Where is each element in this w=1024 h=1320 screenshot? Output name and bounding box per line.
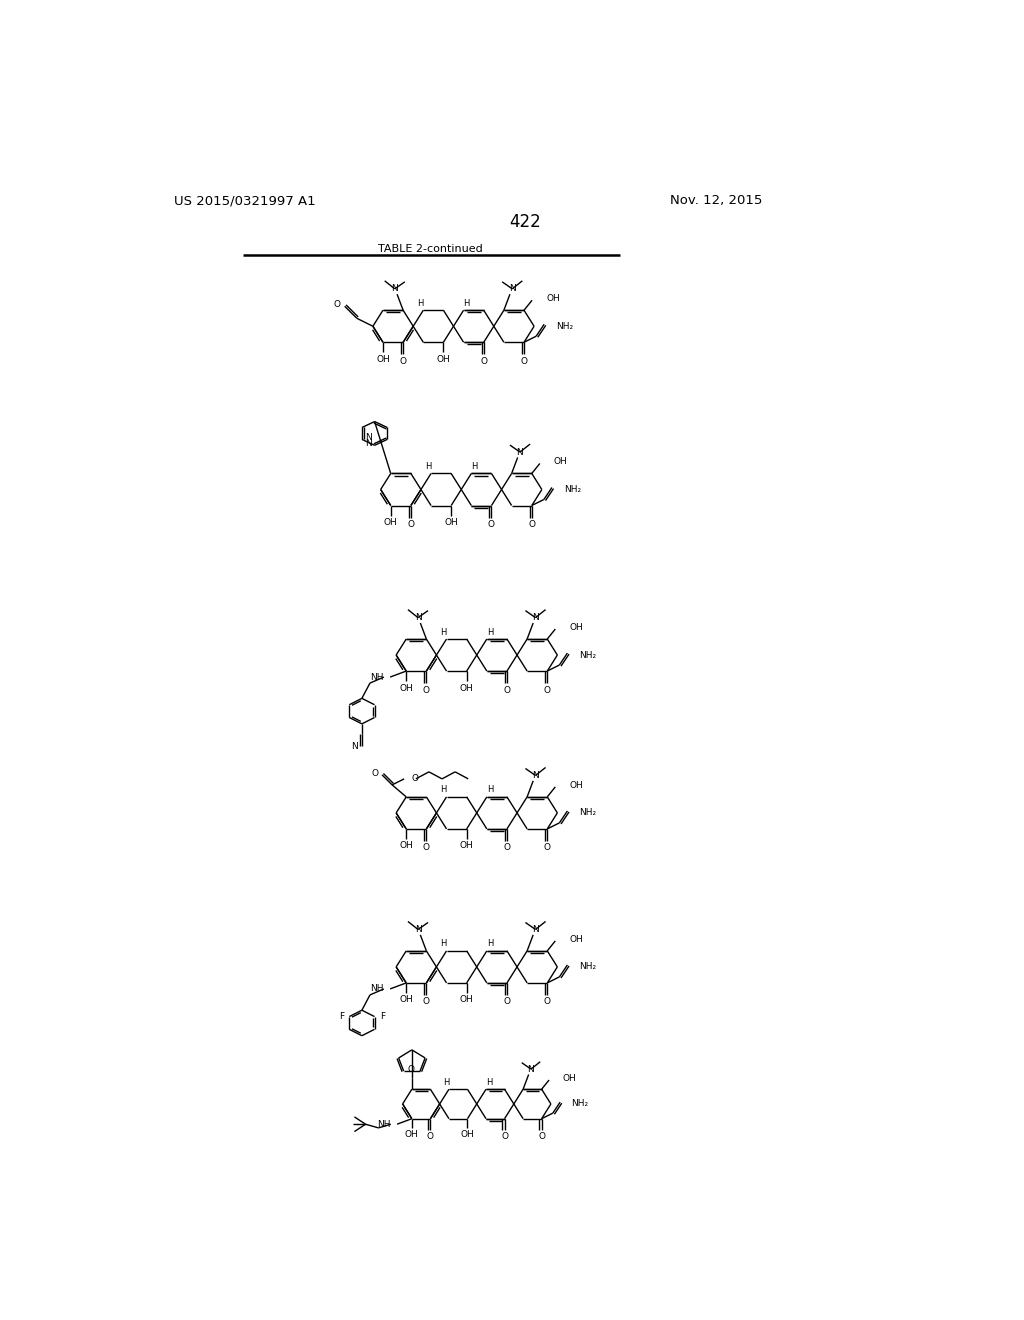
Text: OH: OH — [436, 355, 451, 364]
Text: H: H — [425, 462, 431, 471]
Text: N: N — [391, 284, 398, 293]
Text: H: H — [440, 940, 446, 949]
Text: OH: OH — [384, 517, 397, 527]
Text: O: O — [408, 1065, 414, 1074]
Text: O: O — [412, 775, 418, 783]
Text: H: H — [440, 627, 446, 636]
Text: NH₂: NH₂ — [556, 322, 573, 331]
Text: OH: OH — [554, 458, 567, 466]
Text: O: O — [539, 1133, 545, 1142]
Text: O: O — [528, 520, 536, 529]
Text: OH: OH — [444, 517, 458, 527]
Text: N: N — [351, 742, 358, 751]
Text: O: O — [544, 998, 551, 1006]
Text: O: O — [504, 843, 511, 853]
Text: NH₂: NH₂ — [580, 962, 597, 972]
Text: NH: NH — [377, 1119, 391, 1129]
Text: OH: OH — [399, 995, 413, 1005]
Text: N: N — [532, 612, 539, 622]
Text: OH: OH — [563, 1074, 577, 1082]
Text: O: O — [427, 1133, 434, 1142]
Text: NH₂: NH₂ — [580, 808, 597, 817]
Text: OH: OH — [546, 294, 560, 304]
Text: OH: OH — [461, 1130, 474, 1139]
Text: N: N — [532, 925, 539, 935]
Text: NH₂: NH₂ — [580, 651, 597, 660]
Text: O: O — [399, 356, 407, 366]
Text: NH₂: NH₂ — [571, 1100, 589, 1109]
Text: 422: 422 — [509, 213, 541, 231]
Text: H: H — [486, 627, 494, 636]
Text: N: N — [415, 612, 422, 622]
Text: US 2015/0321997 A1: US 2015/0321997 A1 — [174, 194, 316, 207]
Text: O: O — [480, 356, 487, 366]
Text: N: N — [365, 438, 372, 447]
Text: H: H — [442, 1078, 450, 1086]
Text: O: O — [488, 520, 495, 529]
Text: TABLE 2-continued: TABLE 2-continued — [378, 244, 482, 255]
Text: O: O — [423, 998, 430, 1006]
Text: Nov. 12, 2015: Nov. 12, 2015 — [671, 194, 763, 207]
Text: NH: NH — [371, 673, 384, 681]
Text: O: O — [544, 843, 551, 853]
Text: N: N — [415, 925, 422, 935]
Text: O: O — [423, 843, 430, 853]
Text: OH: OH — [460, 684, 473, 693]
Text: H: H — [440, 785, 446, 795]
Text: OH: OH — [569, 935, 583, 944]
Text: NH: NH — [371, 985, 384, 994]
Text: H: H — [417, 298, 423, 308]
Text: O: O — [334, 300, 340, 309]
Text: OH: OH — [399, 684, 413, 693]
Text: OH: OH — [569, 623, 583, 632]
Text: O: O — [520, 356, 527, 366]
Text: H: H — [486, 940, 494, 949]
Text: OH: OH — [399, 841, 413, 850]
Text: F: F — [380, 1012, 385, 1022]
Text: NH₂: NH₂ — [564, 484, 582, 494]
Text: O: O — [408, 520, 415, 529]
Text: H: H — [486, 1078, 493, 1086]
Text: OH: OH — [569, 781, 583, 789]
Text: F: F — [339, 1012, 344, 1022]
Text: O: O — [372, 768, 379, 777]
Text: N: N — [509, 284, 516, 293]
Text: OH: OH — [406, 1130, 419, 1139]
Text: H: H — [486, 785, 494, 795]
Text: OH: OH — [460, 995, 473, 1005]
Text: O: O — [423, 685, 430, 694]
Text: OH: OH — [376, 355, 390, 364]
Text: H: H — [464, 298, 470, 308]
Text: N: N — [532, 771, 539, 780]
Text: N: N — [517, 447, 523, 457]
Text: H: H — [471, 462, 477, 471]
Text: O: O — [504, 685, 511, 694]
Text: O: O — [544, 685, 551, 694]
Text: N: N — [365, 433, 372, 442]
Text: O: O — [501, 1133, 508, 1142]
Text: N: N — [527, 1065, 535, 1073]
Text: O: O — [504, 998, 511, 1006]
Text: OH: OH — [460, 841, 473, 850]
